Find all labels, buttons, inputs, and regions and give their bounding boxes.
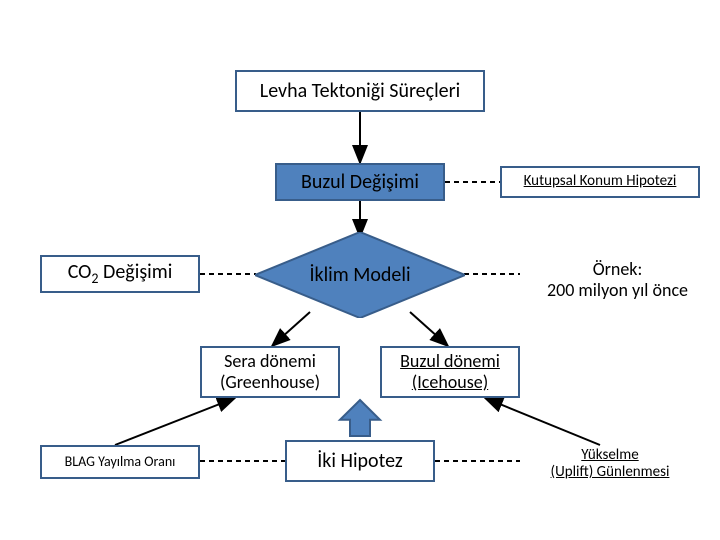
node-climate: İklim Modeli: [255, 232, 465, 318]
node-icehouse: Buzul dönemi (Icehouse): [380, 346, 520, 398]
node-top: Levha Tektoniği Süreçleri: [235, 70, 485, 112]
edge-8: [485, 398, 600, 445]
node-uplift-label: Yükselme (Uplift) Günlenmesi: [551, 447, 670, 482]
node-blag: BLAG Yayılma Oranı: [40, 445, 200, 479]
node-icehouse-label: Buzul dönemi (Icehouse): [400, 351, 500, 392]
node-glacial: Buzul Değişimi: [275, 163, 445, 201]
node-top-label: Levha Tektoniği Süreçleri: [260, 80, 460, 103]
node-example: Örnek: 200 milyon yıl önce: [520, 255, 715, 305]
node-glacial-label: Buzul Değişimi: [301, 171, 419, 194]
block-arrow-up: [340, 400, 380, 436]
edge-7: [115, 398, 235, 445]
node-blag-label: BLAG Yayılma Oranı: [65, 454, 176, 470]
node-co2-label: CO2 Değişimi: [68, 261, 173, 287]
node-polar: Kutupsal Konum Hipotezi: [500, 166, 700, 198]
node-example-label: Örnek: 200 milyon yıl önce: [547, 259, 688, 300]
node-co2: CO2 Değişimi: [40, 255, 200, 293]
node-greenhouse-label: Sera dönemi (Greenhouse): [220, 351, 320, 392]
node-twohyp-label: İki Hipotez: [317, 450, 403, 473]
node-climate-label: İklim Modeli: [309, 264, 410, 287]
node-uplift: Yükselme (Uplift) Günlenmesi: [520, 443, 700, 485]
node-twohyp: İki Hipotez: [285, 440, 435, 482]
node-greenhouse: Sera dönemi (Greenhouse): [200, 346, 340, 398]
node-polar-label: Kutupsal Konum Hipotezi: [524, 173, 677, 190]
